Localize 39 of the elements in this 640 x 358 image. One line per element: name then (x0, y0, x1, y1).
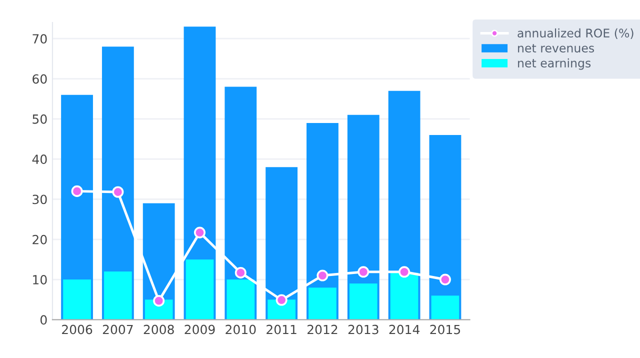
y-tick-label: 60 (32, 74, 47, 84)
y-tick-label: 50 (32, 114, 47, 124)
bar (390, 272, 418, 320)
y-tick-label: 20 (32, 234, 47, 244)
bar (431, 296, 460, 320)
point (358, 266, 370, 278)
y-tick-label: 30 (32, 194, 47, 204)
y-tick-label: 10 (33, 275, 47, 284)
legend-label: net revenues (518, 44, 594, 53)
point (439, 274, 451, 286)
y-tick-label: 0 (40, 315, 47, 325)
x-tick-label: 2012 (307, 324, 338, 334)
point (234, 266, 246, 278)
bar (349, 284, 378, 320)
x-tick-label: 2015 (430, 324, 460, 334)
x-tick-label: 2011 (266, 324, 296, 334)
point (276, 294, 288, 306)
bar (308, 288, 336, 320)
point (398, 266, 410, 278)
point (112, 186, 124, 198)
y-tick-label: 70 (32, 34, 47, 44)
point (153, 295, 165, 307)
point (194, 226, 206, 238)
point (71, 185, 83, 197)
bar (63, 280, 91, 320)
bar (186, 259, 214, 320)
legend-label: annualized ROE (%) (518, 28, 634, 39)
x-tick-label: 2014 (389, 324, 420, 334)
x-tick-label: 2006 (62, 324, 92, 334)
x-tick-label: 2009 (184, 324, 215, 334)
x-tick-label: 2010 (226, 324, 256, 334)
x-tick-label: 2013 (348, 324, 378, 334)
bar (226, 280, 255, 320)
legend-label: net earnings (518, 58, 591, 70)
bar (104, 272, 132, 320)
point (316, 270, 328, 282)
y-tick-label: 40 (32, 154, 47, 164)
x-tick-label: 2007 (102, 324, 133, 334)
x-tick-label: 2008 (144, 324, 174, 334)
